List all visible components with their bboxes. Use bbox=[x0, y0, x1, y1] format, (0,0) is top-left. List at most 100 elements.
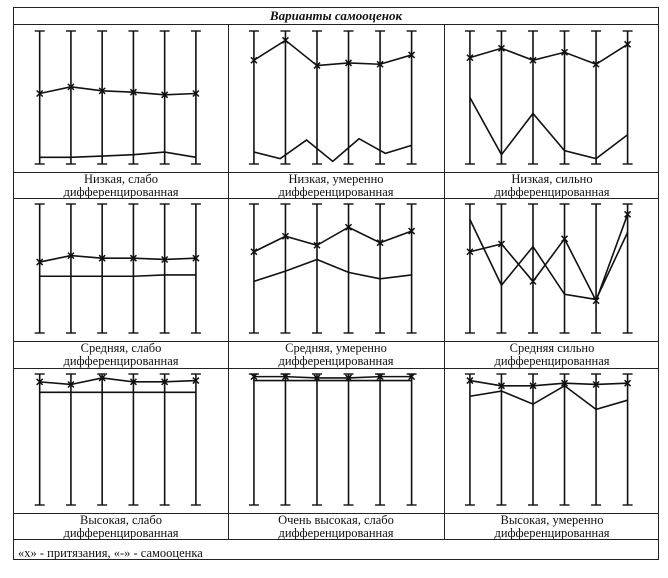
panel-caption: Высокая, слабо дифференцированная bbox=[14, 514, 228, 540]
aspiration-marker bbox=[624, 379, 632, 387]
aspiration-marker bbox=[344, 374, 353, 382]
panel-caption-line: дифференцированная bbox=[278, 526, 394, 540]
row-divider bbox=[14, 367, 658, 369]
aspiration-marker bbox=[281, 36, 289, 44]
self-esteem-line bbox=[253, 258, 412, 283]
profile-panel: Низкая, сильно дифференцированная bbox=[444, 25, 660, 199]
aspiration-marker bbox=[624, 40, 632, 48]
profile-plot bbox=[248, 373, 417, 506]
panel-caption: Низкая, умеренно дифференцированная bbox=[228, 173, 444, 199]
profile-plot bbox=[34, 30, 201, 165]
panel-caption-line: Средняя сильно bbox=[509, 341, 595, 355]
aspiration-marker bbox=[129, 88, 137, 96]
panel-caption-line: Очень высокая, слабо bbox=[278, 513, 394, 527]
self-esteem-line bbox=[39, 274, 196, 278]
aspiration-marker bbox=[98, 87, 106, 95]
profile-plot bbox=[34, 203, 201, 334]
profile-plot bbox=[464, 30, 633, 165]
aspiration-marker bbox=[466, 377, 474, 385]
aspiration-line bbox=[39, 254, 196, 263]
panel-caption-line: Средняя, слабо bbox=[80, 341, 162, 355]
aspiration-line bbox=[469, 379, 628, 387]
aspiration-marker bbox=[98, 254, 106, 262]
aspiration-marker bbox=[313, 62, 321, 70]
panel-caption: Средняя, слабо дифференцированная bbox=[14, 342, 228, 368]
aspiration-marker bbox=[408, 51, 416, 59]
self-esteem-line bbox=[469, 97, 629, 160]
profile-plot bbox=[248, 30, 417, 165]
panel-caption: Средняя сильно дифференцированная bbox=[444, 342, 660, 368]
aspiration-marker bbox=[98, 374, 106, 382]
legend-text: «х» - притязания, «-» - самооценка bbox=[18, 546, 203, 560]
aspiration-marker bbox=[624, 210, 632, 218]
aspiration-marker bbox=[529, 56, 537, 64]
aspiration-marker bbox=[36, 378, 44, 386]
profile-panel: Низкая, умеренно дифференцированная bbox=[228, 25, 444, 199]
row-divider bbox=[14, 538, 658, 540]
profile-panel: Очень высокая, слабо дифференцированная bbox=[228, 368, 444, 540]
profile-plot bbox=[464, 373, 633, 506]
panel-caption: Очень высокая, слабо дифференцированная bbox=[228, 514, 444, 540]
aspiration-marker bbox=[192, 254, 200, 262]
aspiration-line bbox=[253, 375, 412, 379]
panel-caption-line: дифференцированная bbox=[494, 526, 610, 540]
aspiration-marker bbox=[466, 248, 474, 256]
panel-caption-line: Высокая, умеренно bbox=[500, 513, 604, 527]
caption-separator bbox=[14, 512, 658, 514]
profile-panel: Средняя сильно дифференцированная bbox=[444, 198, 660, 368]
self-esteem-line bbox=[39, 151, 197, 159]
aspiration-marker bbox=[161, 255, 169, 264]
aspiration-line bbox=[39, 377, 196, 386]
panel-caption: Средняя, умеренно дифференцированная bbox=[228, 342, 444, 368]
column-divider bbox=[443, 25, 445, 539]
aspiration-marker bbox=[161, 378, 169, 386]
aspiration-line bbox=[253, 226, 412, 253]
aspiration-marker bbox=[36, 89, 44, 98]
aspiration-marker bbox=[250, 56, 258, 64]
aspiration-marker bbox=[344, 223, 353, 231]
aspiration-marker bbox=[529, 277, 537, 285]
aspiration-marker bbox=[592, 297, 600, 305]
aspiration-marker bbox=[592, 380, 600, 389]
figure-title: Варианты самооценок bbox=[14, 8, 658, 25]
panel-caption-line: дифференцированная bbox=[63, 526, 179, 540]
panel-caption-line: Низкая, умеренно bbox=[288, 172, 384, 186]
aspiration-marker bbox=[560, 235, 569, 243]
panel-caption-line: дифференцированная bbox=[494, 185, 610, 199]
aspiration-line bbox=[253, 39, 412, 67]
aspiration-marker bbox=[67, 83, 75, 91]
aspiration-line bbox=[39, 86, 196, 96]
self-esteem-line bbox=[469, 384, 628, 411]
aspiration-marker bbox=[129, 254, 137, 262]
aspiration-marker bbox=[67, 252, 75, 260]
panel-caption-line: Низкая, сильно bbox=[511, 172, 593, 186]
panel-caption-line: Низкая, слабо bbox=[83, 172, 159, 186]
aspiration-marker bbox=[376, 373, 384, 381]
profile-panel: Высокая, умеренно дифференцированная bbox=[444, 368, 660, 540]
aspiration-marker bbox=[466, 54, 474, 62]
panel-caption-line: Средняя, умеренно bbox=[285, 341, 387, 355]
aspiration-marker bbox=[192, 377, 200, 385]
profile-plot bbox=[34, 373, 201, 506]
aspiration-marker bbox=[376, 60, 384, 68]
aspiration-marker bbox=[161, 91, 169, 99]
aspiration-marker bbox=[408, 373, 416, 381]
aspiration-marker bbox=[408, 227, 416, 235]
self-esteem-line bbox=[253, 137, 412, 163]
aspiration-marker bbox=[560, 48, 569, 56]
caption-separator bbox=[14, 171, 658, 173]
aspiration-marker bbox=[313, 374, 321, 382]
aspiration-marker bbox=[281, 232, 289, 240]
panel-caption: Высокая, умеренно дифференцированная bbox=[444, 514, 660, 540]
profile-plot bbox=[464, 203, 633, 334]
aspiration-line bbox=[469, 214, 629, 303]
panel-caption: Низкая, слабо дифференцированная bbox=[14, 173, 228, 199]
aspiration-marker bbox=[67, 380, 75, 389]
aspiration-marker bbox=[497, 44, 505, 52]
column-divider bbox=[227, 25, 229, 539]
aspiration-marker bbox=[529, 382, 537, 390]
aspiration-marker bbox=[192, 89, 200, 98]
aspiration-marker bbox=[376, 239, 384, 247]
aspiration-marker bbox=[36, 258, 44, 266]
profile-plot bbox=[248, 203, 417, 334]
